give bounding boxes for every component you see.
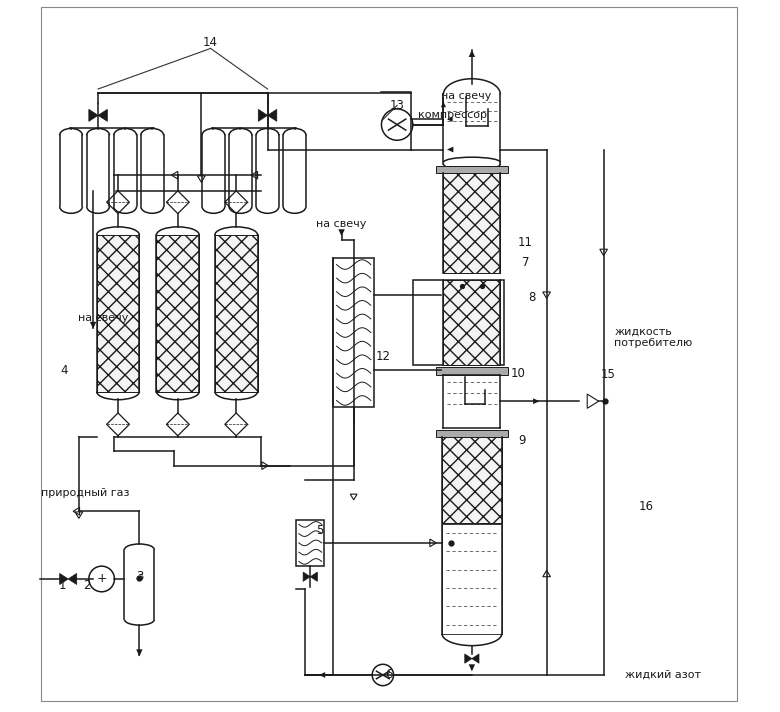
Text: 5: 5	[317, 524, 324, 537]
Polygon shape	[469, 50, 475, 57]
Text: 6: 6	[385, 669, 392, 681]
Text: на свечу: на свечу	[78, 313, 129, 323]
Polygon shape	[319, 672, 325, 678]
Text: 13: 13	[390, 99, 405, 112]
Text: 3: 3	[136, 570, 143, 583]
Polygon shape	[136, 649, 143, 656]
Circle shape	[381, 109, 413, 140]
Polygon shape	[98, 110, 108, 121]
Bar	[435, 166, 509, 173]
Polygon shape	[472, 654, 479, 664]
Text: на свечу: на свечу	[317, 219, 367, 229]
Polygon shape	[447, 147, 453, 152]
Polygon shape	[441, 102, 446, 108]
Text: жидкий азот: жидкий азот	[625, 670, 701, 680]
Polygon shape	[90, 322, 96, 329]
Polygon shape	[339, 229, 345, 236]
Polygon shape	[59, 573, 68, 585]
Bar	[413, 280, 504, 365]
Text: 2: 2	[83, 579, 90, 592]
Text: 4: 4	[60, 364, 68, 377]
Bar	[296, 520, 324, 566]
Bar	[442, 437, 502, 523]
Text: +: +	[96, 572, 107, 585]
Bar	[435, 367, 509, 375]
Polygon shape	[533, 398, 540, 404]
Polygon shape	[268, 110, 277, 121]
Polygon shape	[465, 654, 472, 664]
Polygon shape	[89, 110, 98, 121]
Polygon shape	[469, 664, 475, 671]
Polygon shape	[310, 572, 317, 581]
Text: компрессор: компрессор	[419, 110, 488, 120]
Bar	[97, 235, 140, 392]
Text: 16: 16	[639, 501, 654, 513]
Text: 14: 14	[203, 36, 218, 49]
Text: 10: 10	[511, 367, 526, 379]
Bar	[157, 235, 199, 392]
Text: на свечу: на свечу	[441, 91, 491, 101]
Polygon shape	[447, 117, 452, 122]
Text: 12: 12	[375, 350, 390, 362]
Polygon shape	[303, 572, 310, 581]
Text: природный газ: природный газ	[41, 488, 129, 498]
Bar	[333, 258, 374, 407]
Text: 11: 11	[518, 236, 533, 248]
Circle shape	[372, 664, 394, 686]
Circle shape	[89, 566, 115, 592]
Text: 7: 7	[522, 256, 529, 268]
Polygon shape	[258, 110, 268, 121]
Bar	[443, 280, 500, 365]
Text: 8: 8	[529, 291, 536, 304]
Bar	[435, 430, 509, 437]
Polygon shape	[68, 573, 76, 585]
Text: 1: 1	[58, 579, 66, 592]
Text: 9: 9	[518, 434, 526, 446]
Bar	[443, 173, 500, 273]
Text: 15: 15	[601, 368, 615, 381]
Bar	[215, 235, 257, 392]
Bar	[442, 524, 502, 634]
Text: жидкость
потребителю: жидкость потребителю	[615, 327, 693, 348]
